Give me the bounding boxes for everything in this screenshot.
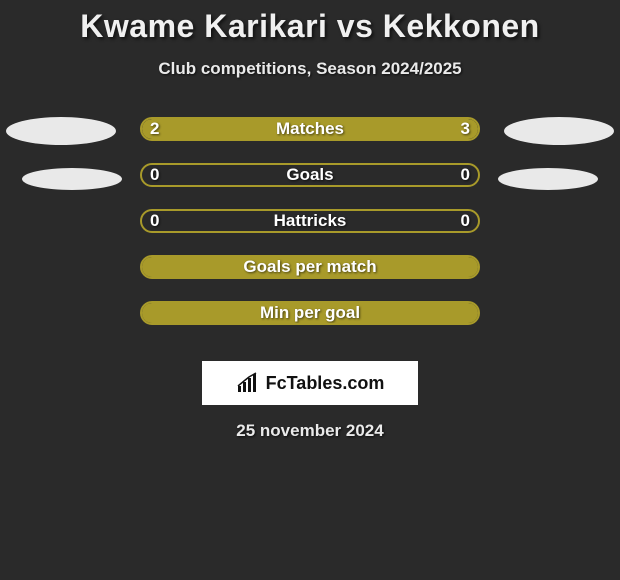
stat-value-left: 0 [150, 165, 159, 185]
stat-value-left: 0 [150, 211, 159, 231]
stat-row: Min per goal [0, 301, 620, 347]
stat-value-right: 0 [461, 211, 470, 231]
player-oval-right [504, 117, 614, 145]
stat-value-left: 2 [150, 119, 159, 139]
comparison-widget: Kwame Karikari vs Kekkonen Club competit… [0, 0, 620, 441]
stat-bar: Hattricks0 0 [140, 209, 480, 233]
stat-row: Goals per match [0, 255, 620, 301]
source-logo[interactable]: FcTables.com [202, 361, 418, 405]
stat-bar: Goals per match [140, 255, 480, 279]
subtitle: Club competitions, Season 2024/2025 [0, 59, 620, 79]
stat-value-right: 3 [461, 119, 470, 139]
player-oval-left [6, 117, 116, 145]
stat-row: Goals0 0 [0, 163, 620, 209]
page-title: Kwame Karikari vs Kekkonen [0, 8, 620, 45]
stat-rows: Matches23Goals00Hattricks00Goals per mat… [0, 117, 620, 347]
logo-text: FcTables.com [266, 373, 385, 394]
date-label: 25 november 2024 [0, 421, 620, 441]
stat-bar: Min per goal [140, 301, 480, 325]
stat-bar: Goals0 0 [140, 163, 480, 187]
player-oval-left [22, 168, 122, 190]
stat-label: Hattricks [142, 211, 478, 231]
barchart-icon [236, 372, 262, 394]
stat-value-right: 0 [461, 165, 470, 185]
stat-row: Hattricks0 0 [0, 209, 620, 255]
stat-label: Goals [142, 165, 478, 185]
stat-bar: Matches23 [140, 117, 480, 141]
stat-row: Matches23 [0, 117, 620, 163]
player-oval-right [498, 168, 598, 190]
